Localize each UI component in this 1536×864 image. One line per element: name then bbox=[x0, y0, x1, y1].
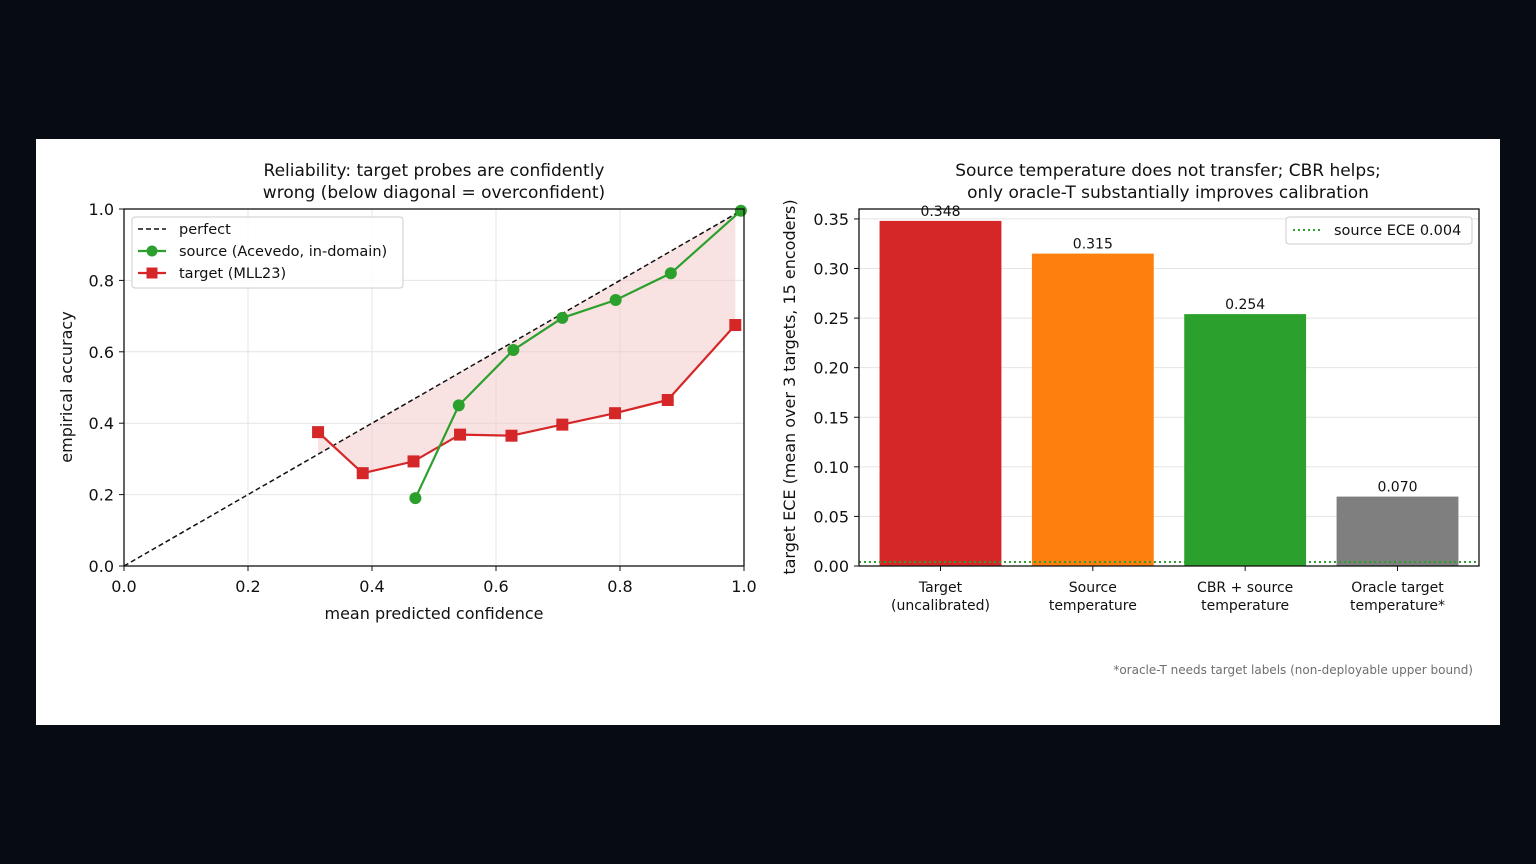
source-point bbox=[452, 399, 465, 412]
target-point bbox=[407, 455, 420, 468]
target-point bbox=[729, 319, 742, 332]
legend-source-ece-label: source ECE 0.004 bbox=[1334, 223, 1461, 239]
perfect-calibration-line bbox=[123, 208, 745, 567]
reliability-x-axis-label: mean predicted confidence bbox=[324, 604, 543, 623]
source-point bbox=[609, 294, 622, 307]
target-point bbox=[312, 426, 325, 439]
ece-category-label: Source bbox=[1069, 580, 1117, 596]
ece-bar-value-label: 0.254 bbox=[1225, 297, 1265, 313]
source-point bbox=[507, 344, 520, 357]
target-point bbox=[356, 467, 369, 480]
ece-panel: Source temperature does not transfer; CB… bbox=[780, 161, 1480, 677]
ece-y-tick-label: 0.30 bbox=[813, 260, 849, 279]
reliability-y-tick-label: 0.4 bbox=[89, 414, 114, 433]
reliability-x-tick-label: 0.6 bbox=[483, 577, 508, 596]
source-point bbox=[734, 204, 747, 217]
legend-perfect-label: perfect bbox=[179, 222, 231, 238]
legend-target-marker bbox=[146, 267, 158, 279]
ece-bar bbox=[1184, 314, 1307, 566]
ece-bar-value-label: 0.070 bbox=[1377, 480, 1417, 496]
ece-bars: 0.348 0.315 0.254 0.070 bbox=[879, 204, 1459, 566]
reliability-title-line-2: wrong (below diagonal = overconfident) bbox=[263, 183, 605, 203]
reliability-legend-box bbox=[131, 216, 404, 289]
reliability-x-tick-label: 0.4 bbox=[359, 577, 384, 596]
ece-y-tick-label: 0.00 bbox=[813, 557, 849, 576]
ece-plot-frame bbox=[858, 208, 1480, 567]
ece-bar-value-label: 0.348 bbox=[920, 204, 960, 220]
source-point bbox=[556, 311, 569, 324]
ece-legend-box bbox=[1285, 216, 1473, 245]
ece-category-label: CBR + source bbox=[1197, 580, 1293, 596]
source-point bbox=[664, 267, 677, 280]
reliability-x-ticks: 0.0 0.2 0.4 0.6 0.8 1.0 bbox=[111, 566, 757, 596]
reliability-panel: Reliability: target probes are confident… bbox=[57, 161, 757, 623]
ece-y-ticks: 0.00 0.05 0.10 0.15 0.20 0.25 0.30 0.35 bbox=[813, 210, 859, 576]
reliability-title-line-1: Reliability: target probes are confident… bbox=[264, 161, 605, 181]
ece-category-label: Oracle target bbox=[1351, 580, 1444, 596]
ece-category-label: temperature bbox=[1049, 598, 1137, 614]
ece-title-line-2: only oracle-T substantially improves cal… bbox=[967, 183, 1369, 203]
reliability-y-tick-label: 0.0 bbox=[89, 557, 114, 576]
ece-y-tick-label: 0.15 bbox=[813, 408, 849, 427]
reliability-y-tick-label: 0.6 bbox=[89, 343, 114, 362]
target-point bbox=[661, 393, 674, 406]
reliability-x-tick-label: 0.0 bbox=[111, 577, 136, 596]
target-point bbox=[454, 428, 467, 441]
reliability-x-tick-label: 1.0 bbox=[731, 577, 756, 596]
legend-source-label: source (Acevedo, in-domain) bbox=[179, 244, 387, 260]
target-point bbox=[609, 407, 622, 420]
reliability-x-tick-label: 0.2 bbox=[235, 577, 260, 596]
reliability-y-ticks: 0.0 0.2 0.4 0.6 0.8 1.0 bbox=[89, 200, 124, 576]
reliability-legend: perfect source (Acevedo, in-domain) targ… bbox=[131, 216, 404, 289]
ece-y-tick-label: 0.05 bbox=[813, 507, 849, 526]
ece-category-label: temperature bbox=[1201, 598, 1289, 614]
reliability-y-tick-label: 0.8 bbox=[89, 271, 114, 290]
ece-category-label: temperature* bbox=[1350, 598, 1445, 614]
reliability-y-tick-label: 1.0 bbox=[89, 200, 114, 219]
figure: Reliability: target probes are confident… bbox=[36, 139, 1500, 725]
source-point bbox=[409, 492, 422, 505]
ece-category-labels: Target (uncalibrated) Source temperature CBR… bbox=[891, 566, 1445, 614]
target-series-markers bbox=[312, 319, 742, 480]
ece-bar-value-label: 0.315 bbox=[1073, 237, 1113, 253]
legend-source-marker bbox=[146, 245, 158, 257]
ece-bar bbox=[879, 220, 1002, 566]
ece-bar bbox=[1031, 253, 1154, 566]
reliability-x-tick-label: 0.8 bbox=[607, 577, 632, 596]
source-series-markers bbox=[409, 204, 747, 505]
reliability-plot-frame bbox=[123, 208, 745, 567]
oracle-footnote: *oracle-T needs target labels (non-deplo… bbox=[1113, 663, 1473, 677]
reliability-y-tick-label: 0.2 bbox=[89, 486, 114, 505]
ece-title-line-1: Source temperature does not transfer; CB… bbox=[955, 161, 1381, 181]
ece-y-tick-label: 0.10 bbox=[813, 458, 849, 477]
ece-category-label: Target bbox=[918, 580, 963, 596]
ece-bar bbox=[1336, 496, 1459, 566]
legend-target-label: target (MLL23) bbox=[179, 266, 286, 282]
target-point bbox=[505, 429, 518, 442]
reliability-y-axis-label: empirical accuracy bbox=[57, 311, 76, 462]
ece-y-tick-label: 0.25 bbox=[813, 309, 849, 328]
ece-category-label: (uncalibrated) bbox=[891, 598, 990, 614]
target-point bbox=[556, 418, 569, 431]
ece-y-tick-label: 0.20 bbox=[813, 359, 849, 378]
ece-y-tick-label: 0.35 bbox=[813, 210, 849, 229]
figure-canvas: Reliability: target probes are confident… bbox=[57, 161, 1480, 677]
ece-legend: source ECE 0.004 bbox=[1285, 216, 1473, 245]
ece-y-axis-label: target ECE (mean over 3 targets, 15 enco… bbox=[780, 199, 799, 574]
